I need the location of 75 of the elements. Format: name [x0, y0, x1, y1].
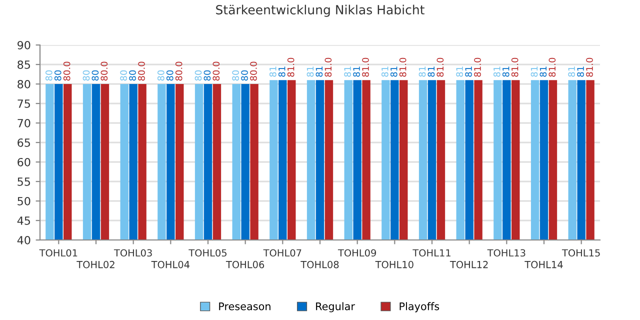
y-tick-label: 85 [18, 60, 30, 69]
data-label: 81 [306, 66, 314, 77]
data-label: 81 [353, 66, 360, 77]
x-tick-label: TOHL11 [412, 249, 450, 257]
x-tick-label: TOHL08 [300, 260, 339, 268]
x-tick-label: TOHL05 [188, 249, 226, 257]
x-tick-label: TOHL15 [562, 249, 600, 257]
data-label: 80 [157, 70, 164, 81]
data-label: 81 [316, 66, 323, 77]
data-label: 81.0 [324, 58, 332, 77]
data-label: 81 [269, 66, 276, 77]
data-label: 80 [194, 70, 202, 81]
data-label: 81 [493, 66, 500, 77]
data-label: 81 [456, 66, 463, 77]
x-tick-label: TOHL06 [226, 260, 264, 268]
data-label: 81.0 [399, 58, 406, 77]
x-tick-label: TOHL12 [450, 260, 488, 268]
data-label: 80 [92, 70, 99, 81]
y-tick-label: 60 [18, 158, 30, 166]
x-tick-label: TOHL14 [524, 260, 563, 268]
data-label: 81.0 [362, 58, 369, 77]
chart-title: Stärkeentwicklung Niklas Habicht [216, 4, 424, 17]
data-label: 81 [390, 66, 398, 77]
x-tick-label: TOHL13 [487, 249, 526, 257]
data-label: 81.0 [287, 58, 294, 77]
data-label: 80 [241, 70, 248, 81]
data-label: 81 [568, 66, 575, 77]
data-label: 80 [129, 70, 136, 81]
data-label: 80.0 [175, 62, 182, 81]
x-tick-label: TOHL07 [263, 249, 302, 257]
data-label: 81 [530, 66, 538, 77]
data-label: 81 [428, 66, 435, 77]
data-label: 80 [45, 70, 52, 81]
data-label: 80 [120, 70, 127, 81]
legend-label: Playoffs [400, 302, 440, 312]
data-label: 80.0 [100, 62, 108, 81]
legend-label: Preseason [219, 302, 270, 310]
data-label: 80 [204, 70, 211, 81]
x-tick-label: TOHL09 [338, 249, 376, 257]
data-label: 81 [577, 66, 584, 77]
y-tick-label: 65 [18, 138, 30, 147]
x-tick-label: TOHL10 [375, 260, 414, 268]
y-tick-label: 90 [18, 40, 30, 50]
y-tick-label: 80 [18, 80, 30, 88]
y-tick-label: 70 [18, 118, 30, 128]
data-label: 80 [82, 70, 90, 81]
y-tick-label: 40 [17, 236, 30, 244]
legend-label: Regular [316, 302, 355, 312]
x-tick-label: TOHL01 [39, 249, 78, 257]
data-label: 81 [381, 66, 388, 77]
data-label: 81.0 [548, 58, 556, 77]
data-label: 81 [278, 66, 286, 77]
x-tick-label: TOHL02 [76, 260, 114, 268]
data-label: 80 [166, 70, 174, 81]
data-label: 81.0 [586, 58, 593, 77]
data-label: 80 [232, 70, 239, 81]
y-tick-label: 45 [17, 216, 30, 225]
data-label: 81 [465, 66, 472, 77]
x-tick-label: TOHL03 [114, 249, 152, 257]
data-label: 81 [344, 66, 351, 77]
x-tick-label: TOHL04 [151, 260, 190, 268]
data-label: 80.0 [250, 62, 257, 81]
y-tick-label: 75 [18, 100, 30, 108]
data-label: 80 [54, 70, 62, 81]
data-label: 81 [502, 66, 510, 77]
y-tick-label: 55 [18, 178, 30, 186]
data-label: 80.0 [212, 62, 220, 81]
data-label: 81 [418, 66, 426, 77]
data-label: 81 [540, 66, 547, 77]
data-label: 81.0 [511, 58, 518, 77]
y-tick-label: 50 [18, 196, 30, 206]
data-label: 81.0 [436, 58, 444, 77]
data-label: 80.0 [63, 62, 70, 81]
data-label: 81.0 [474, 58, 481, 77]
data-label: 80.0 [138, 62, 145, 81]
